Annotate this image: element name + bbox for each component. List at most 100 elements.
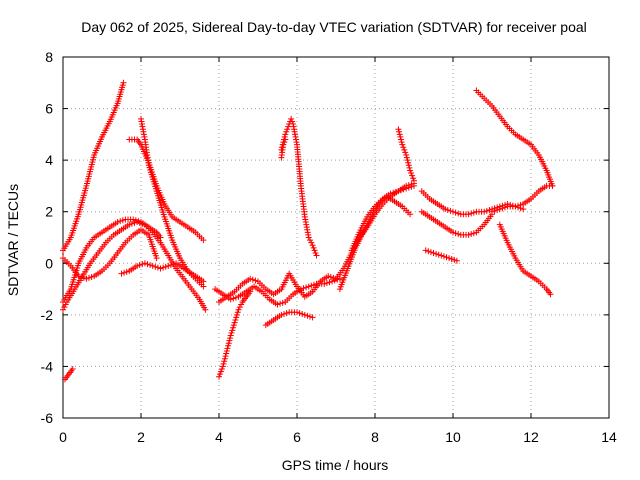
data-point [119, 217, 126, 224]
x-tick-label: 2 [137, 429, 145, 445]
series-arc-8 [118, 260, 207, 285]
data-point [308, 239, 315, 246]
series-arc-23 [489, 182, 556, 215]
data-point [230, 322, 237, 329]
data-point [307, 237, 313, 244]
data-point [220, 360, 227, 367]
data-point [395, 188, 402, 195]
y-axis: -6 -4 -2 0 2 4 6 8 [41, 49, 609, 426]
data-point [450, 229, 456, 236]
data-point [444, 206, 451, 213]
data-point [149, 262, 156, 269]
data-point [60, 306, 66, 313]
data-point [305, 234, 312, 241]
data-point [411, 182, 417, 189]
data-point [223, 350, 230, 357]
data-point [481, 208, 488, 215]
x-tick-label: 14 [601, 429, 617, 445]
data-point [160, 264, 167, 271]
data-point [141, 260, 148, 267]
data-point [167, 262, 174, 269]
data-point [517, 201, 524, 208]
data-point [144, 261, 151, 268]
data-point [395, 126, 402, 133]
x-tick-label: 4 [215, 429, 223, 445]
data-point [274, 301, 281, 308]
data-point [303, 284, 310, 291]
data-point [404, 157, 411, 164]
data-point [225, 342, 232, 349]
data-point [409, 172, 416, 179]
data-point [154, 264, 161, 271]
y-tick-label: 8 [45, 49, 53, 65]
series-arc-5 [61, 366, 76, 383]
data-point [483, 207, 490, 214]
data-point [227, 335, 234, 342]
data-point [411, 177, 417, 184]
x-tick-label: 10 [445, 429, 461, 445]
y-tick-label: 2 [45, 204, 53, 220]
data-point [307, 313, 313, 320]
data-point [236, 304, 243, 311]
data-point [222, 353, 229, 360]
data-point [152, 263, 159, 270]
data-point [398, 187, 404, 194]
data-point [157, 265, 164, 272]
data-point [502, 204, 508, 211]
data-point [230, 295, 237, 302]
data-point [305, 283, 312, 290]
data-point [390, 189, 397, 196]
data-point [465, 231, 472, 238]
data-point [86, 274, 92, 281]
data-point [231, 319, 238, 326]
data-point [410, 175, 417, 182]
data-point [440, 253, 447, 260]
data-points [60, 79, 556, 383]
data-point [442, 206, 449, 213]
data-point [131, 219, 138, 226]
data-point [202, 306, 209, 313]
data-point [226, 337, 233, 344]
data-point [123, 268, 130, 275]
data-point [294, 309, 300, 316]
data-point [279, 299, 286, 306]
data-point [69, 366, 76, 373]
data-point [397, 133, 404, 140]
data-point [448, 255, 455, 262]
data-point [200, 278, 207, 285]
data-point [430, 249, 437, 256]
data-point [285, 123, 292, 130]
x-tick-label: 0 [59, 429, 67, 445]
series-arc-12 [262, 309, 316, 329]
y-tick-label: 6 [45, 101, 53, 117]
data-point [299, 310, 306, 317]
data-point [470, 230, 477, 237]
data-point [280, 141, 287, 148]
data-point [401, 146, 408, 153]
data-point [277, 300, 284, 307]
data-point [136, 262, 143, 269]
data-point [451, 256, 458, 263]
data-point [446, 255, 453, 262]
data-point [438, 252, 445, 259]
data-point [281, 310, 287, 317]
series-arc-22 [473, 87, 556, 189]
data-point [229, 327, 236, 334]
data-point [80, 274, 87, 281]
data-point [235, 306, 242, 313]
data-point [289, 118, 296, 125]
data-point [227, 296, 234, 303]
data-point [117, 218, 124, 225]
series-arc-11 [216, 270, 339, 305]
series-arc-18 [395, 126, 417, 184]
data-point [433, 250, 440, 257]
data-point [406, 164, 413, 171]
x-tick-label: 8 [371, 429, 379, 445]
data-point [238, 301, 245, 308]
data-point [296, 310, 303, 317]
data-point [326, 279, 333, 286]
data-point [309, 242, 316, 249]
data-point [407, 211, 414, 218]
data-point [284, 126, 291, 133]
data-point [450, 208, 456, 215]
